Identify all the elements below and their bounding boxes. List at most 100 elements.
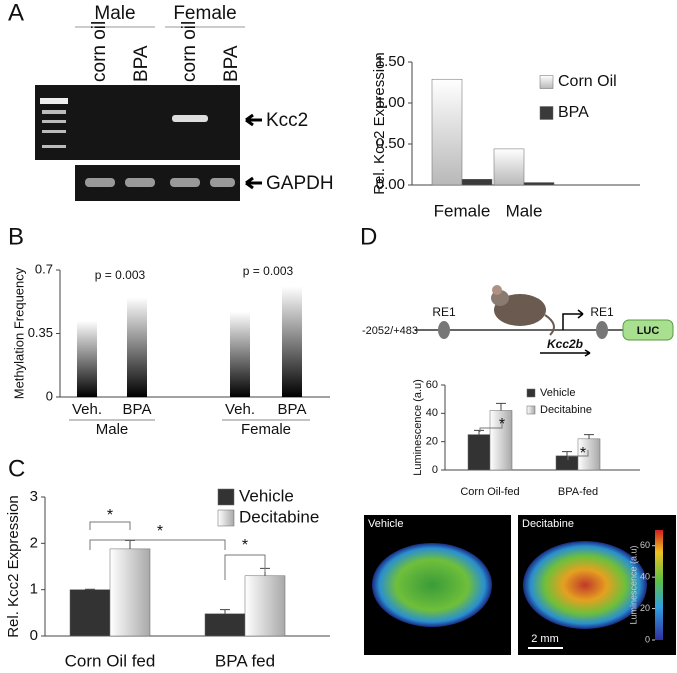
bar	[69, 589, 111, 637]
panel-label: B	[8, 223, 24, 250]
y-tick-label: 0.00	[376, 176, 405, 193]
gel-group: Male	[94, 3, 135, 24]
x-tick-label: Corn Oil-fed	[460, 486, 519, 498]
annotation: p = 0.003	[243, 264, 294, 278]
error-bar	[125, 540, 135, 549]
group-label: Male	[96, 421, 129, 438]
lane-label: BPA	[131, 45, 152, 82]
bar	[204, 613, 246, 637]
y-tick-label: 1	[30, 581, 38, 598]
y-tick-label: 60	[426, 379, 438, 391]
element	[438, 321, 450, 339]
y-tick-label: 20	[426, 436, 438, 448]
annotation: *	[580, 445, 586, 462]
legend-label: Corn Oil	[558, 73, 617, 90]
annotation: *	[242, 537, 248, 554]
bar	[230, 311, 250, 397]
y-axis-label: Luminescence (a.u)	[412, 379, 424, 476]
legend-swatch	[539, 106, 554, 120]
gel-band	[172, 115, 208, 122]
y-tick-label: 1.00	[376, 94, 405, 111]
colorbar-tick-label: 60	[640, 540, 650, 550]
error-bar	[496, 402, 506, 411]
brain-signal	[372, 543, 492, 627]
band-label: Kcc2	[266, 110, 308, 131]
gene-arrow	[540, 349, 591, 357]
y-tick-label: 40	[426, 407, 438, 419]
bar	[555, 455, 579, 471]
coordinate: -2052/+483	[362, 325, 418, 337]
lane-label: corn oil	[89, 21, 110, 82]
gel-group: Female	[173, 3, 236, 24]
bar	[431, 78, 463, 186]
y-tick-label: 0	[432, 464, 438, 476]
gene-label: Kcc2b	[547, 337, 583, 351]
mouse	[491, 285, 555, 336]
x-tick-label: Female	[434, 201, 491, 220]
legend-swatch	[217, 509, 235, 527]
element	[596, 321, 608, 339]
bar	[282, 286, 302, 397]
scale-label: 2 mm	[531, 633, 559, 645]
y-tick-label: 0	[46, 388, 53, 403]
panel-label: C	[8, 455, 25, 482]
y-tick-label: 3	[30, 488, 38, 505]
gel-image	[35, 85, 240, 160]
y-tick-label: 0.50	[376, 135, 405, 152]
bar	[77, 320, 97, 397]
bracket	[479, 422, 503, 432]
arrow	[245, 113, 262, 127]
error-bar	[220, 609, 230, 614]
bar	[109, 548, 151, 637]
legend-label: BPA	[558, 104, 589, 121]
lane-label: corn oil	[179, 21, 200, 82]
bar	[461, 179, 493, 186]
band-label: GAPDH	[266, 173, 334, 194]
y-tick-label: 0.35	[28, 325, 53, 340]
panel-label: A	[8, 0, 24, 26]
element-label: RE1	[590, 305, 614, 319]
colorbar-label: Luminescence (a.u)	[628, 545, 638, 624]
reporter-box	[622, 319, 674, 341]
x-tick-label: BPA	[123, 401, 152, 418]
annotation: p = 0.003	[95, 268, 146, 282]
bar	[244, 575, 286, 637]
colorbar-tick-label: 40	[640, 572, 650, 582]
bar	[493, 148, 525, 186]
reporter-label: LUC	[637, 325, 660, 337]
ladder	[40, 98, 68, 148]
x-tick-label: Corn Oil fed	[65, 651, 156, 670]
legend-swatch	[526, 388, 536, 398]
legend-swatch	[217, 488, 235, 506]
y-axis-label: Methylation Frequency	[11, 267, 26, 399]
annotation: *	[157, 523, 163, 540]
y-axis-label: Rel. Kcc2 Expression	[5, 495, 22, 638]
bracket	[224, 554, 266, 580]
lane-label: BPA	[221, 45, 242, 82]
error-bar	[474, 429, 484, 435]
bar	[523, 182, 555, 186]
arrow	[245, 176, 262, 190]
bracket	[89, 539, 226, 550]
bracket	[567, 450, 589, 460]
y-tick-label: 1.50	[376, 53, 405, 70]
colorbar-ticks: 0 20 40 60	[640, 540, 655, 644]
error-bar	[584, 434, 594, 439]
y-tick-label: 2	[30, 534, 38, 551]
element-label: RE1	[432, 305, 456, 319]
legend-swatch	[526, 405, 536, 415]
x-tick-label: BPA	[278, 401, 307, 418]
tss-arrow	[562, 309, 584, 330]
image-label: Decitabine	[522, 518, 574, 530]
y-tick-label: 0	[30, 627, 38, 644]
legend-label: Decitabine	[540, 404, 592, 416]
gapdh-bands	[85, 178, 235, 187]
x-tick-label: BPA fed	[215, 651, 275, 670]
legend-label: Vehicle	[239, 486, 294, 505]
legend-label: Decitabine	[239, 507, 319, 526]
y-tick-label: 0.7	[35, 261, 53, 276]
colorbar-tick-label: 20	[640, 603, 650, 613]
annotation: *	[107, 507, 113, 524]
legend-swatch	[539, 75, 554, 89]
